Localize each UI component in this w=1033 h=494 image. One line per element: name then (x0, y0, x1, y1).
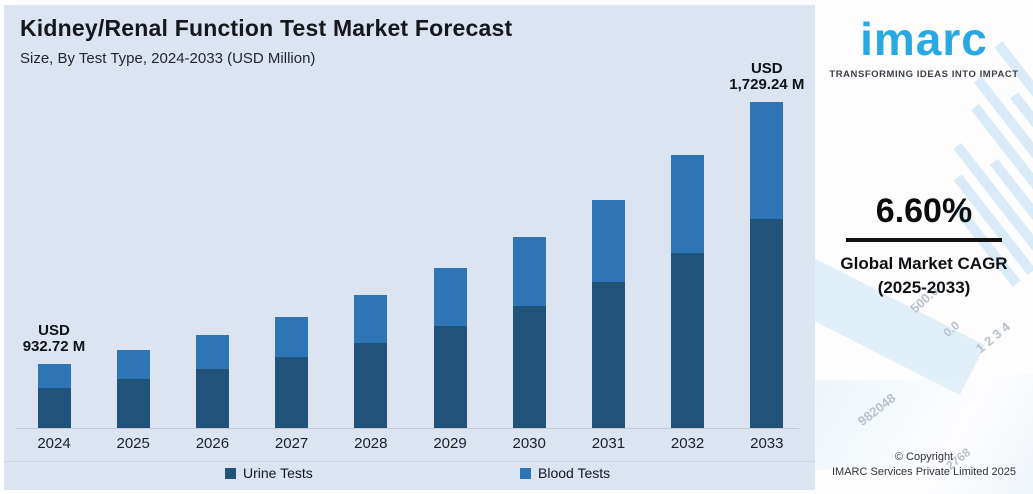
bar-segment-blood-tests-2025 (116, 350, 150, 379)
urine-tests-swatch-icon (225, 467, 236, 479)
x-tick-label-2031: 2031 (591, 435, 626, 452)
copyright-line1: © Copyright (894, 451, 954, 464)
imarc-logo: imarc TRANSFORMING IDEAS INTO IMPACT (815, 10, 1033, 80)
x-tick-label-2030: 2030 (512, 435, 546, 452)
bar-2027 (275, 317, 309, 428)
legend-item-urine-tests: Urine Tests (225, 465, 313, 481)
bar-2032 (671, 155, 705, 428)
x-tick-label-2027: 2027 (274, 435, 309, 452)
plot-area: 2024 2025 2026 2027 2028 2029 2030 2031 2032 2033… (4, 5, 815, 490)
cagr-label-line2: (2025-2033) (877, 278, 971, 297)
chart-panel: Kidney/Renal Function Test Market Foreca… (4, 5, 815, 490)
bar-segment-urine-tests-2027 (275, 357, 309, 428)
legend-label-urine-tests: Urine Tests (243, 465, 313, 481)
bar-segment-urine-tests-2028 (354, 343, 388, 428)
bar-segment-urine-tests-2030 (512, 306, 546, 428)
cagr-value: 6.60% (875, 192, 973, 230)
watermark-corner-shape (883, 374, 1033, 494)
legend-item-blood-tests: Blood Tests (520, 465, 610, 481)
bar-segment-urine-tests-2032 (671, 253, 705, 428)
imarc-logo-wordmark: imarc (860, 13, 988, 65)
x-tick-label-2026: 2026 (195, 435, 230, 452)
chart-subtitle: Size, By Test Type, 2024-2033 (USD Milli… (20, 50, 316, 67)
brand-panel: imarc TRANSFORMING IDEAS INTO IMPACT 6.6… (815, 0, 1033, 494)
bar-segment-blood-tests-2033 (750, 102, 784, 219)
bar-2026 (195, 335, 229, 428)
bar-2028 (354, 295, 388, 428)
bar-segment-blood-tests-2027 (275, 317, 309, 357)
bar-2029 (433, 268, 467, 428)
bar-2031 (591, 200, 625, 428)
cagr-block: 6.60% Global Market CAGR (2025-2033) (815, 192, 1033, 300)
cagr-divider (846, 238, 1002, 242)
bar-2030 (512, 237, 546, 428)
bar-segment-urine-tests-2026 (195, 369, 229, 428)
bar-segment-urine-tests-2024 (37, 388, 71, 428)
cagr-label-line1: Global Market CAGR (840, 254, 1008, 273)
bar-segment-blood-tests-2030 (512, 237, 546, 306)
value-annotation-2024: USD 932.72 M (22, 322, 86, 355)
bar-segment-blood-tests-2031 (591, 200, 625, 282)
imarc-logo-tagline: TRANSFORMING IDEAS INTO IMPACT (829, 69, 1019, 80)
bar-segment-blood-tests-2029 (433, 268, 467, 326)
bar-segment-urine-tests-2031 (591, 282, 625, 428)
x-tick-label-2025: 2025 (116, 435, 150, 452)
legend-label-blood-tests: Blood Tests (538, 465, 611, 481)
x-tick-label-2032: 2032 (670, 435, 705, 452)
page-title: Kidney/Renal Function Test Market Foreca… (20, 15, 513, 41)
copyright-block: © Copyright IMARC Services Private Limit… (815, 450, 1033, 480)
bar-2024 (37, 364, 71, 428)
bar-segment-blood-tests-2032 (671, 155, 705, 253)
bar-segment-urine-tests-2029 (433, 326, 467, 428)
watermark-number: 1 2 3 4 (972, 318, 1013, 357)
bar-2025 (116, 350, 150, 428)
bar-segment-urine-tests-2025 (116, 379, 150, 428)
value-annotation-2033: USD 1,729.24 M (729, 60, 805, 93)
x-tick-label-2033: 2033 (750, 435, 784, 452)
bar-segment-blood-tests-2028 (354, 295, 388, 343)
copyright-line2: IMARC Services Private Limited 2025 (831, 466, 1016, 479)
bar-segment-urine-tests-2033 (750, 219, 784, 428)
legend-divider (4, 461, 815, 462)
x-tick-label-2024: 2024 (37, 435, 71, 452)
x-tick-label-2029: 2029 (433, 435, 467, 452)
bar-segment-blood-tests-2026 (195, 335, 229, 369)
bar-segment-blood-tests-2024 (37, 364, 71, 388)
x-axis-line (16, 428, 799, 429)
x-tick-label-2028: 2028 (354, 435, 388, 452)
bar-2033 (750, 102, 784, 428)
blood-tests-swatch-icon (520, 467, 531, 479)
